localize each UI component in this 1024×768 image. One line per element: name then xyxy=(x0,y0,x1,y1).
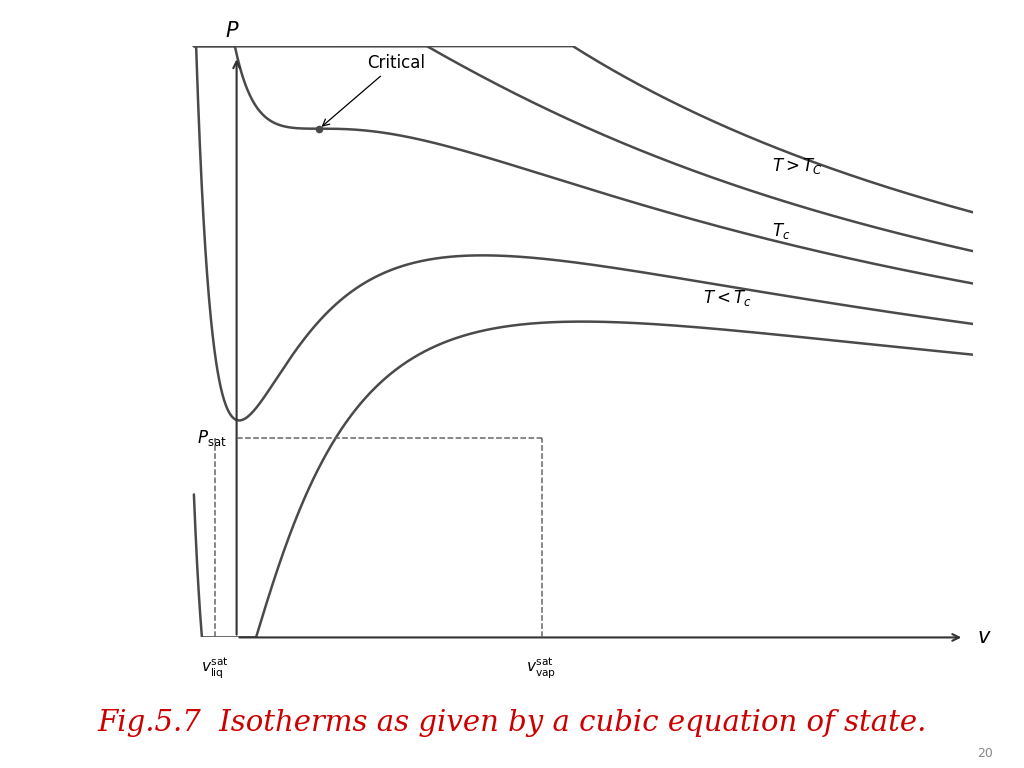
Text: $T_c$: $T_c$ xyxy=(772,220,791,240)
Text: Critical: Critical xyxy=(323,54,425,126)
Text: $v_{\rm liq}^{\rm sat}$: $v_{\rm liq}^{\rm sat}$ xyxy=(201,656,228,681)
Text: $v_{\rm vap}^{\rm sat}$: $v_{\rm vap}^{\rm sat}$ xyxy=(526,656,557,681)
Text: Fig.5.7  Isotherms as given by a cubic equation of state.: Fig.5.7 Isotherms as given by a cubic eq… xyxy=(97,710,927,737)
Text: $v$: $v$ xyxy=(977,627,992,647)
Text: $P$: $P$ xyxy=(225,21,240,41)
Text: $T > T_C$: $T > T_C$ xyxy=(772,156,823,176)
Text: $P_{\rm sat}$: $P_{\rm sat}$ xyxy=(197,429,226,449)
Text: $T < T_c$: $T < T_c$ xyxy=(702,287,752,308)
Text: 20: 20 xyxy=(977,747,993,760)
